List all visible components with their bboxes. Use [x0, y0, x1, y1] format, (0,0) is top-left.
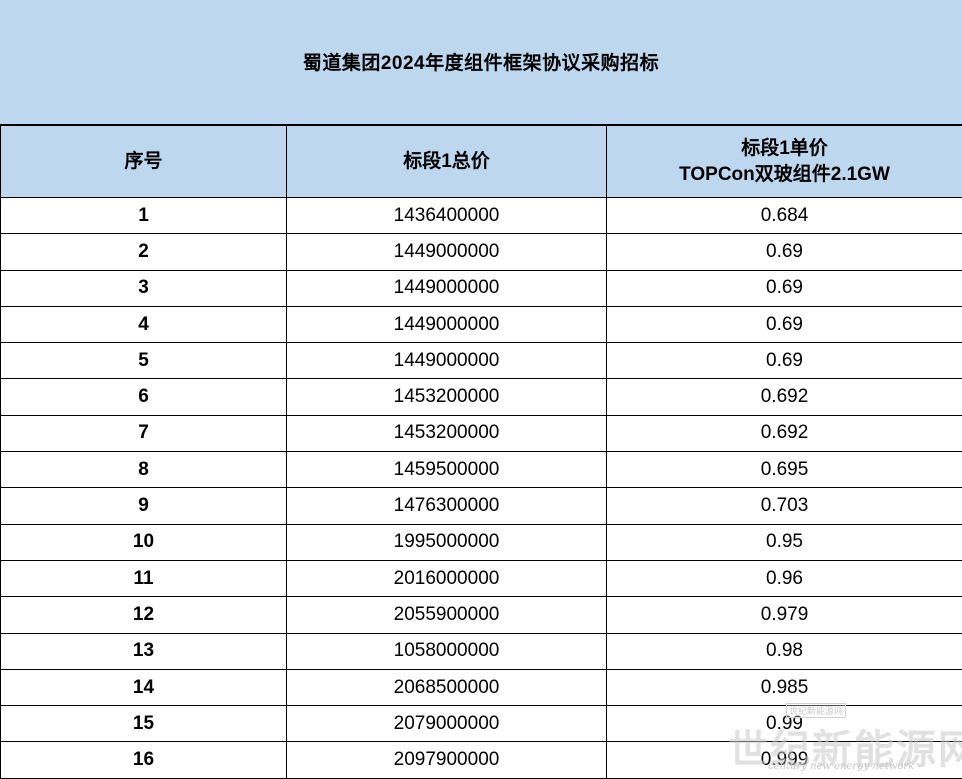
- title-band: 蜀道集团2024年度组件框架协议采购招标: [0, 0, 962, 125]
- cell-unit-price: 0.69: [607, 270, 962, 306]
- table-title: 蜀道集团2024年度组件框架协议采购招标: [303, 48, 659, 75]
- cell-index: 16: [1, 742, 287, 778]
- table-row: 4 1449000000 0.69: [1, 306, 962, 342]
- cell-unit-price: 0.703: [607, 488, 962, 524]
- cell-total-price: 1453200000: [287, 379, 607, 415]
- header-index: 序号: [1, 126, 287, 198]
- cell-unit-price: 0.98: [607, 633, 962, 669]
- cell-index: 10: [1, 524, 287, 560]
- cell-unit-price: 0.695: [607, 452, 962, 488]
- cell-unit-price: 0.979: [607, 597, 962, 633]
- table-row: 10 1995000000 0.95: [1, 524, 962, 560]
- cell-unit-price: 0.692: [607, 379, 962, 415]
- cell-total-price: 1449000000: [287, 306, 607, 342]
- cell-total-price: 2079000000: [287, 706, 607, 742]
- cell-total-price: 2068500000: [287, 669, 607, 705]
- header-unit-price: 标段1单价 TOPCon双玻组件2.1GW: [607, 126, 962, 198]
- cell-total-price: 1436400000: [287, 198, 607, 234]
- table-row: 14 2068500000 0.985: [1, 669, 962, 705]
- header-unit-price-line1: 标段1单价: [607, 136, 962, 162]
- cell-total-price: 1459500000: [287, 452, 607, 488]
- cell-total-price: 2055900000: [287, 597, 607, 633]
- table-row: 9 1476300000 0.703: [1, 488, 962, 524]
- cell-index: 1: [1, 198, 287, 234]
- header-row: 序号 标段1总价 标段1单价 TOPCon双玻组件2.1GW: [1, 126, 962, 198]
- table-row: 8 1459500000 0.695: [1, 452, 962, 488]
- table-row: 11 2016000000 0.96: [1, 560, 962, 596]
- table-row: 12 2055900000 0.979: [1, 597, 962, 633]
- cell-total-price: 2097900000: [287, 742, 607, 778]
- cell-total-price: 1449000000: [287, 270, 607, 306]
- cell-index: 15: [1, 706, 287, 742]
- cell-unit-price: 0.999: [607, 742, 962, 778]
- cell-index: 6: [1, 379, 287, 415]
- cell-unit-price: 0.95: [607, 524, 962, 560]
- cell-index: 2: [1, 234, 287, 270]
- table-row: 7 1453200000 0.692: [1, 415, 962, 451]
- cell-total-price: 1449000000: [287, 343, 607, 379]
- cell-index: 8: [1, 452, 287, 488]
- cell-total-price: 2016000000: [287, 560, 607, 596]
- cell-unit-price: 0.69: [607, 343, 962, 379]
- table-row: 1 1436400000 0.684: [1, 198, 962, 234]
- cell-total-price: 1449000000: [287, 234, 607, 270]
- cell-total-price: 1995000000: [287, 524, 607, 560]
- table-row: 3 1449000000 0.69: [1, 270, 962, 306]
- table-row: 6 1453200000 0.692: [1, 379, 962, 415]
- cell-index: 7: [1, 415, 287, 451]
- table-row: 5 1449000000 0.69: [1, 343, 962, 379]
- cell-index: 12: [1, 597, 287, 633]
- table-row: 2 1449000000 0.69: [1, 234, 962, 270]
- cell-unit-price: 0.96: [607, 560, 962, 596]
- bid-table: 序号 标段1总价 标段1单价 TOPCon双玻组件2.1GW 1 1436400…: [0, 125, 962, 779]
- header-unit-price-line2: TOPCon双玻组件2.1GW: [607, 162, 962, 188]
- cell-total-price: 1453200000: [287, 415, 607, 451]
- cell-index: 13: [1, 633, 287, 669]
- cell-unit-price: 0.99: [607, 706, 962, 742]
- cell-index: 3: [1, 270, 287, 306]
- cell-unit-price: 0.692: [607, 415, 962, 451]
- cell-index: 4: [1, 306, 287, 342]
- table-row: 15 2079000000 0.99: [1, 706, 962, 742]
- cell-index: 9: [1, 488, 287, 524]
- cell-unit-price: 0.684: [607, 198, 962, 234]
- cell-index: 14: [1, 669, 287, 705]
- cell-index: 5: [1, 343, 287, 379]
- table-row: 16 2097900000 0.999: [1, 742, 962, 778]
- cell-total-price: 1058000000: [287, 633, 607, 669]
- table-row: 13 1058000000 0.98: [1, 633, 962, 669]
- cell-total-price: 1476300000: [287, 488, 607, 524]
- cell-unit-price: 0.69: [607, 306, 962, 342]
- cell-index: 11: [1, 560, 287, 596]
- cell-unit-price: 0.985: [607, 669, 962, 705]
- header-total-price: 标段1总价: [287, 126, 607, 198]
- cell-unit-price: 0.69: [607, 234, 962, 270]
